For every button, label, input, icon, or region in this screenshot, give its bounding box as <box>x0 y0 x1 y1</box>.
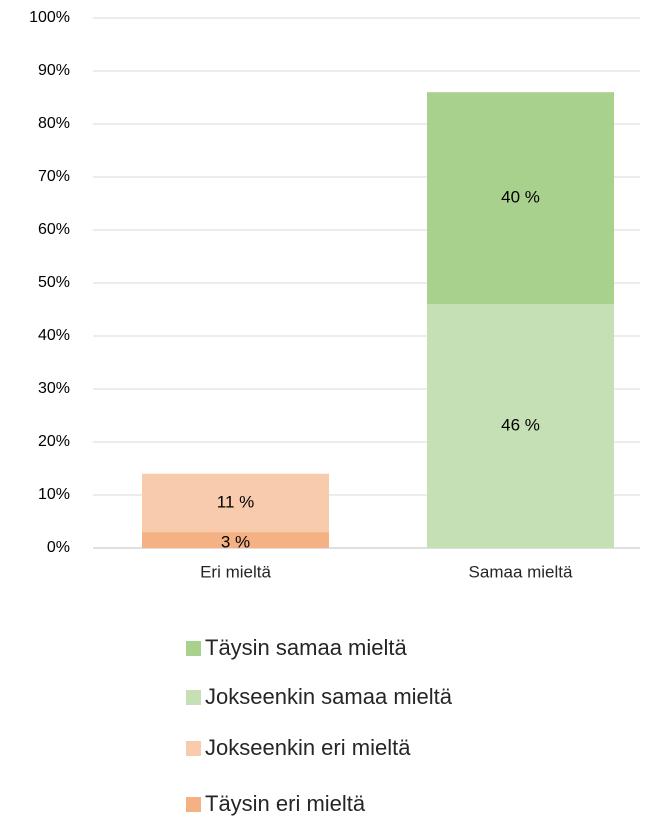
y-tick-label: 30% <box>38 380 70 397</box>
y-tick-label: 80% <box>38 115 70 132</box>
legend-label: Jokseenkin samaa mieltä <box>205 684 453 709</box>
bar-segment <box>427 92 614 305</box>
y-tick-label: 90% <box>38 62 70 79</box>
y-tick-label: 20% <box>38 433 70 450</box>
bar-segment <box>142 532 329 548</box>
y-tick-label: 100% <box>29 9 70 26</box>
legend-label: Täysin samaa mieltä <box>205 635 408 660</box>
legend-swatch <box>186 690 201 705</box>
y-tick-label: 10% <box>38 486 70 503</box>
legend-label: Jokseenkin eri mieltä <box>205 735 411 760</box>
y-tick-label: 60% <box>38 221 70 238</box>
legend-label: Täysin eri mieltä <box>205 791 366 816</box>
x-tick-label: Samaa mieltä <box>469 562 573 581</box>
value-label: 3 % <box>221 533 250 552</box>
value-label: 11 % <box>217 492 255 511</box>
bar-segment <box>142 473 329 533</box>
y-tick-label: 70% <box>38 168 70 185</box>
legend-swatch <box>186 641 201 656</box>
bar-segment <box>427 304 614 548</box>
legend-swatch <box>186 797 201 812</box>
legend-swatch <box>186 741 201 756</box>
x-tick-label: Eri mieltä <box>200 562 271 581</box>
value-label: 40 % <box>501 188 540 207</box>
y-tick-label: 40% <box>38 327 70 344</box>
y-tick-label: 0% <box>47 539 70 556</box>
y-tick-label: 50% <box>38 274 70 291</box>
value-label: 46 % <box>501 416 540 435</box>
